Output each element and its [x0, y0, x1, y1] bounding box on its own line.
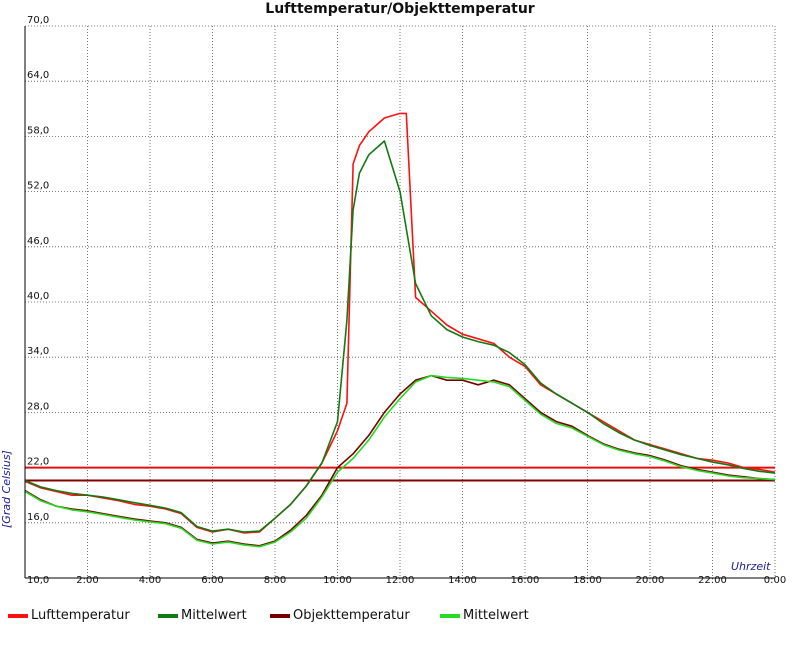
y-tick-label: 70,0 — [27, 15, 49, 26]
series-line-4 — [24, 374, 776, 548]
y-origin-label: 10,0 — [27, 575, 49, 586]
x-tick-label: 12:00 — [386, 575, 415, 586]
legend: Lufttemperatur Mittelwert Objekttemperatur… — [8, 608, 788, 626]
y-tick-label: 16,0 — [27, 512, 49, 523]
x-tick-label: 20:00 — [636, 575, 665, 586]
y-tick-label: 58,0 — [27, 125, 49, 136]
y-tick-label: 28,0 — [27, 401, 49, 412]
reference-lines — [25, 466, 775, 482]
y-tick-label: 64,0 — [27, 70, 49, 81]
legend-label: Lufttemperatur — [31, 608, 130, 623]
axes — [24, 26, 775, 579]
y-tick-label: 22,0 — [27, 457, 49, 468]
y-tick-label: 52,0 — [27, 181, 49, 192]
y-tick-label: 46,0 — [27, 236, 49, 247]
x-tick-label: 6:00 — [201, 575, 223, 586]
legend-swatch — [440, 613, 460, 618]
x-axis-label: Uhrzeit — [731, 560, 771, 573]
x-tick-label: 8:00 — [264, 575, 286, 586]
legend-item: Mittelwert — [440, 608, 529, 623]
legend-label: Objekttemperatur — [293, 608, 410, 623]
legend-item: Lufttemperatur — [8, 608, 130, 623]
x-tick-label: 4:00 — [139, 575, 161, 586]
legend-label: Mittelwert — [463, 608, 529, 623]
x-tick-label: 18:00 — [573, 575, 602, 586]
x-tick-label: 2:00 — [76, 575, 98, 586]
legend-swatch — [158, 613, 178, 618]
tick-labels: 16,0 22,0 28,0 34,0 40,0 46,0 52,0 58,0 64,0 70,0… — [27, 15, 786, 586]
legend-item: Mittelwert — [158, 608, 247, 623]
y-axis-label: [Grad Celsius] — [0, 450, 13, 528]
legend-swatch — [8, 613, 28, 618]
x-tick-label: 22:00 — [698, 575, 727, 586]
chart-title: Lufttemperatur/Objekttemperatur — [265, 1, 535, 17]
x-tick-label: 0:00 — [764, 575, 786, 586]
legend-label: Mittelwert — [181, 608, 247, 623]
x-tick-label: 10:00 — [323, 575, 352, 586]
legend-swatch — [270, 613, 290, 618]
x-tick-label: 14:00 — [448, 575, 477, 586]
series-line-3 — [24, 374, 776, 547]
legend-item: Objekttemperatur — [270, 608, 410, 623]
y-tick-label: 40,0 — [27, 291, 49, 302]
y-tick-label: 34,0 — [27, 346, 49, 357]
series-lines — [24, 112, 776, 548]
grid — [25, 25, 776, 578]
series-line-2 — [24, 140, 776, 533]
x-tick-label: 16:00 — [511, 575, 540, 586]
